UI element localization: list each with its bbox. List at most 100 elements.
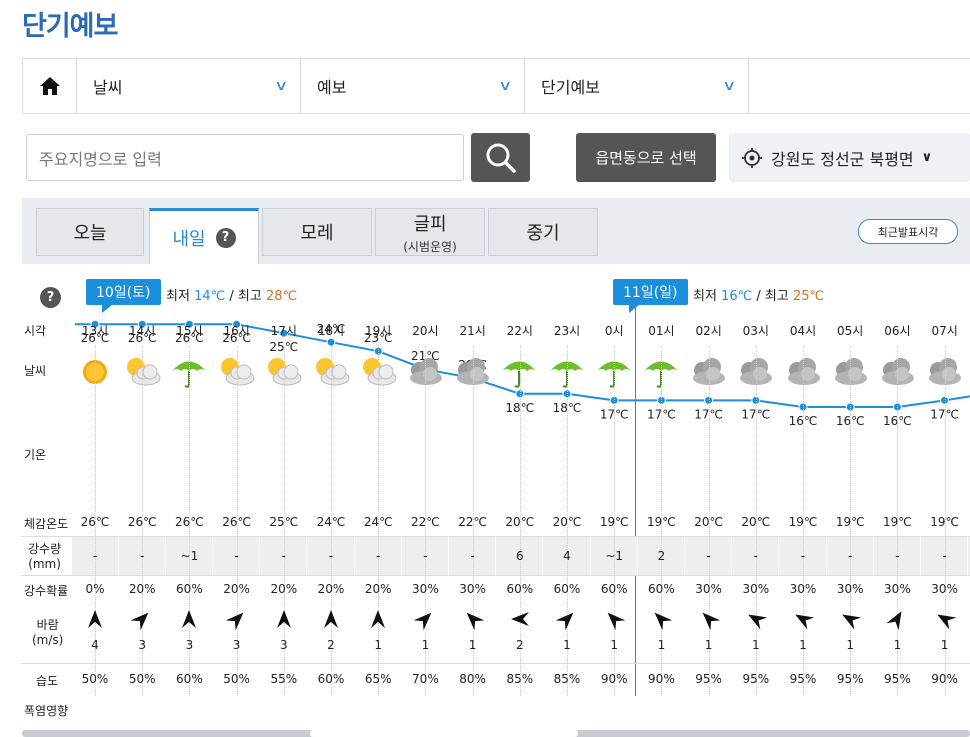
row-label-temp: 기온	[24, 448, 47, 462]
hour-label: 22시	[506, 324, 533, 338]
column-gridline	[708, 346, 710, 696]
prob-value: 30%	[836, 582, 864, 596]
umbrella-icon	[166, 352, 213, 392]
tab-third-day[interactable]: 글피 (시범운영)	[375, 208, 485, 256]
feels-value: 19℃	[835, 515, 865, 529]
hour-label: 19시	[365, 324, 392, 338]
row-label-wind: 바람 (m/s)	[32, 616, 63, 647]
temperature-point	[137, 319, 147, 329]
temperature-label: 24℃	[317, 322, 346, 336]
wind-arrow-icon	[544, 610, 591, 632]
prob-value: 0%	[85, 582, 105, 596]
feels-value: 22℃	[458, 515, 487, 529]
day-flag: 10일(토)	[86, 279, 161, 313]
search-input[interactable]: 주요지명으로 입력	[26, 134, 464, 181]
tab-midterm[interactable]: 중기	[488, 208, 598, 256]
temperature-point	[232, 319, 242, 329]
hour-label: 07시	[931, 324, 958, 338]
temperature-label: 26℃	[175, 331, 204, 345]
wind-arrow-icon	[119, 610, 166, 632]
search-icon	[486, 143, 516, 173]
wind-speed: 1	[751, 638, 760, 652]
wind-arrow-icon	[355, 610, 402, 632]
tab-today[interactable]: 오늘	[36, 208, 144, 256]
wind-arrow-icon	[874, 610, 921, 632]
wind-arrow-icon	[921, 610, 968, 632]
recent-release-button[interactable]: 최근발표시각	[858, 219, 958, 244]
tab-tomorrow[interactable]: 내일?	[149, 208, 259, 264]
wind-arrow-icon	[685, 610, 732, 632]
wind-arrow-icon	[496, 610, 543, 632]
chevron-down-icon: ∨	[921, 150, 933, 165]
forecast-table: ? 10일(토) 최저 14℃ / 최고 28℃ 11일(일) 최저 16℃ /…	[0, 264, 970, 737]
sun-icon	[72, 352, 119, 392]
horizontal-scrollbar[interactable]	[22, 730, 970, 737]
divider	[22, 536, 970, 537]
row-label-precip: 강수량 (mm)	[28, 540, 61, 571]
prob-value: 20%	[364, 582, 392, 596]
humidity-value: 85%	[506, 672, 534, 686]
min-temp: 16℃	[721, 289, 753, 304]
location-selector[interactable]: 강원도 정선군 북평면 ∨	[729, 133, 970, 182]
temperature-label: 26℃	[222, 331, 251, 345]
wind-speed: 1	[846, 638, 854, 652]
wind-speed: 1	[563, 638, 571, 652]
breadcrumb-weather-select[interactable]: 날씨 ∨	[77, 59, 301, 113]
search-button[interactable]	[471, 133, 530, 182]
breadcrumb-forecast-select[interactable]: 예보 ∨	[301, 59, 525, 113]
wind-speed: 1	[940, 638, 949, 652]
wind-speed: 3	[185, 638, 194, 652]
day-tabs: 오늘 내일? 모레 글피 (시범운영) 중기 최근발표시각	[22, 198, 970, 264]
chevron-down-icon: ∨	[273, 78, 289, 94]
precip-value: -	[686, 537, 733, 575]
scrollbar-thumb[interactable]	[310, 730, 578, 737]
precip-value: -	[922, 537, 969, 575]
help-icon[interactable]: ?	[215, 227, 236, 248]
day-flag: 11일(일)	[613, 279, 688, 313]
prob-value: 30%	[931, 582, 958, 596]
hour-label: 06시	[884, 324, 911, 338]
column-gridline	[944, 346, 946, 696]
wind-arrow-icon	[591, 610, 638, 632]
wind-arrow-icon	[72, 610, 119, 632]
row-label-time: 시각	[24, 324, 47, 338]
home-button[interactable]	[23, 59, 77, 113]
humidity-value: 95%	[789, 672, 817, 686]
wind-speed: 1	[374, 638, 382, 652]
wind-speed: 1	[468, 638, 477, 652]
temperature-point	[90, 319, 100, 329]
tab-label: 글피	[413, 213, 447, 235]
help-icon[interactable]: ?	[40, 287, 61, 308]
column-gridline	[897, 346, 899, 696]
precip-value: 6	[497, 537, 544, 575]
hour-label: 18시	[317, 324, 345, 338]
wind-arrow-icon	[780, 610, 827, 632]
wind-arrow-icon	[638, 610, 685, 632]
humidity-value: 85%	[553, 672, 581, 686]
feels-value: 22℃	[411, 515, 440, 529]
hour-label: 20시	[412, 324, 439, 338]
prob-value: 30%	[884, 582, 911, 596]
feels-value: 19℃	[599, 515, 629, 529]
hour-label: 16시	[223, 324, 250, 338]
humidity-value: 95%	[836, 672, 864, 686]
tab-day-after[interactable]: 모레	[262, 208, 372, 256]
precip-value: -	[214, 537, 261, 575]
select-by-umd-button[interactable]: 읍면동으로 선택	[576, 133, 716, 182]
prob-value: 60%	[648, 582, 675, 596]
breadcrumb-shortterm-select[interactable]: 단기예보 ∨	[525, 59, 749, 113]
hour-label: 03시	[742, 324, 769, 338]
feels-value: 26℃	[80, 515, 110, 529]
humidity-value: 90%	[931, 672, 958, 686]
precip-value: -	[309, 537, 355, 575]
feels-value: 25℃	[269, 515, 299, 529]
temperature-label: 26℃	[81, 331, 110, 345]
column-gridline	[378, 346, 380, 696]
temperature-label: 23℃	[364, 331, 393, 345]
feels-value: 20℃	[505, 515, 535, 529]
prob-value: 60%	[506, 582, 534, 596]
hour-label: 0시	[604, 324, 624, 338]
wind-speed: 1	[799, 638, 807, 652]
column-gridline	[236, 346, 238, 696]
max-label: 최고	[237, 289, 262, 304]
